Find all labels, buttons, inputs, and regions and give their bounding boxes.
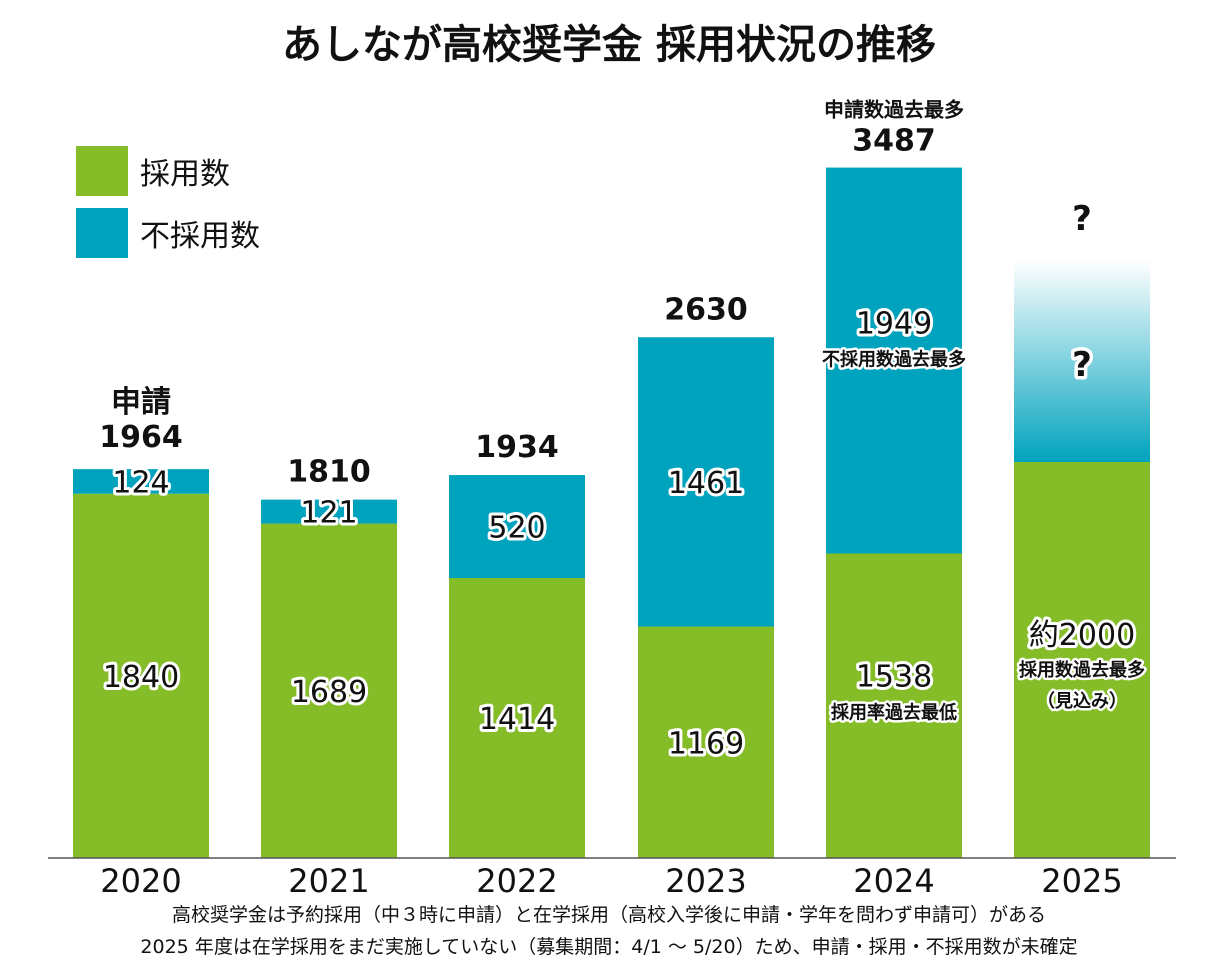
note-line-2: 2025 年度は在学採用をまだ実施していない（募集期間：4/1 ～ 5/20）た… (140, 936, 1077, 958)
legend-swatch-adopted (76, 146, 128, 196)
total-2021: 1810 (287, 455, 371, 490)
bar-rejected-2020 (73, 469, 209, 494)
value-adopted-2023: 1169 (668, 726, 744, 761)
bar-rejected-2024 (826, 167, 962, 554)
legend-swatch-rejected (76, 208, 128, 258)
x-tick-2024: 2024 (853, 862, 934, 900)
x-axis-ticks: 2020 2021 2022 2023 2024 2025 (100, 862, 1122, 900)
annotation-top-2024: 申請数過去最多 (824, 98, 964, 122)
value-adopted-2020: 1840 (103, 660, 179, 695)
bar-adopted-2023 (638, 626, 774, 858)
bars (73, 167, 1150, 858)
bar-rejected-2022 (449, 475, 585, 579)
x-tick-2025: 2025 (1041, 862, 1122, 900)
value-rejected-2022: 520 (488, 511, 545, 546)
bar-rejected-2025-uncertain (1014, 260, 1150, 462)
annotation-adopted-2025-line1: 採用数過去最多 (1019, 659, 1145, 681)
bar-adopted-2022 (449, 578, 585, 858)
value-adopted-2024: 1538 (856, 659, 932, 694)
total-prefix-2020: 申請 (111, 385, 171, 420)
total-2025: ? (1072, 199, 1092, 239)
annotation-rejected-2024: 不採用数過去最多 (822, 349, 966, 371)
value-rejected-2020: 124 (112, 465, 169, 500)
legend: 採用数 不採用数 (76, 146, 260, 258)
bar-adopted-2021 (261, 523, 397, 858)
bar-adopted-2025 (1014, 462, 1150, 858)
annotation-adopted-2024: 採用率過去最低 (831, 701, 957, 723)
chart-title: あしなが高校奨学金 採用状況の推移 (282, 22, 936, 68)
note-line-1: 高校奨学金は予約採用（中３時に申請）と在学採用（高校入学後に申請・学年を問わず申… (172, 904, 1046, 926)
total-2024: 3487 (852, 124, 936, 159)
bar-adopted-2020 (73, 493, 209, 858)
value-adopted-2022: 1414 (479, 702, 555, 737)
value-adopted-2021: 1689 (291, 675, 367, 710)
value-rejected-2024: 1949 (856, 307, 932, 342)
legend-label-rejected: 不採用数 (140, 219, 260, 254)
value-adopted-2025: 約2000 (1029, 618, 1135, 653)
annotation-adopted-2025-line2: （見込み） (1037, 691, 1127, 712)
x-tick-2023: 2023 (665, 862, 746, 900)
value-rejected-2023: 1461 (668, 466, 744, 501)
x-tick-2022: 2022 (476, 862, 557, 900)
total-2020: 1964 (99, 420, 183, 455)
bar-adopted-2024 (826, 553, 962, 858)
value-rejected-2025: ? (1072, 345, 1092, 385)
value-rejected-2021: 121 (300, 496, 357, 531)
x-tick-2020: 2020 (100, 862, 181, 900)
total-2023: 2630 (664, 292, 748, 327)
legend-label-adopted: 採用数 (140, 157, 230, 192)
total-2022: 1934 (475, 430, 559, 465)
bar-rejected-2023 (638, 337, 774, 627)
bar-rejected-2021 (261, 499, 397, 524)
x-tick-2021: 2021 (288, 862, 369, 900)
